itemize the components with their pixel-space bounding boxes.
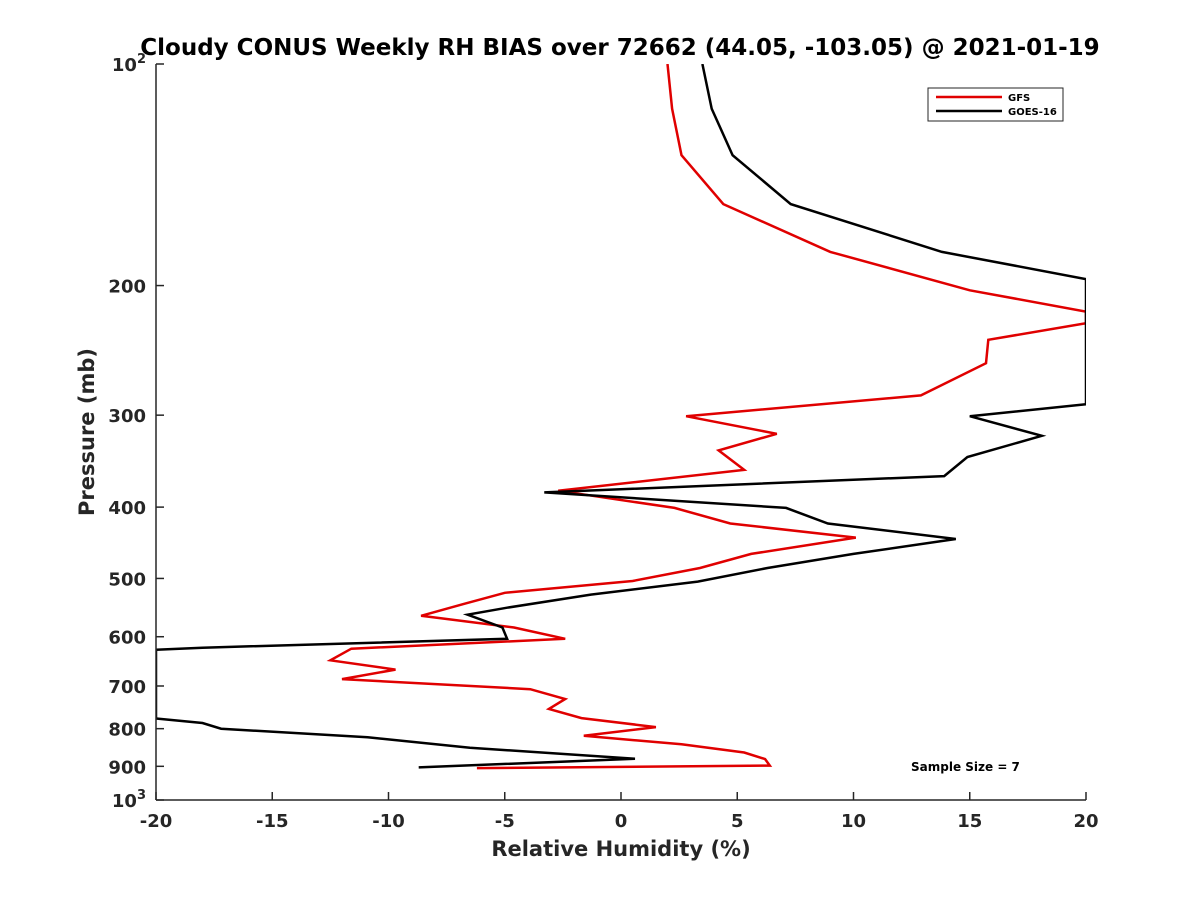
x-tick-label: 20 [1073,811,1098,832]
x-tick-label: 0 [615,811,628,832]
y-tick-label: 103 [112,788,146,812]
legend: GFS GOES-16 [927,87,1064,122]
x-tick-label: 10 [841,811,866,832]
y-tick-label: 300 [108,406,146,427]
legend-box [927,87,1064,122]
y-tick-label: 200 [108,277,146,298]
x-tick-label: 5 [731,811,744,832]
y-tick-label: 400 [108,498,146,519]
sample-size-annotation: Sample Size = 7 [911,760,1020,774]
y-tick-label: 600 [108,628,146,649]
y-tick-label: 102 [112,52,146,76]
x-tick-label: -10 [372,811,405,832]
series-layer [156,64,1086,770]
y-tick-label: 900 [108,757,146,778]
chart-title: Cloudy CONUS Weekly RH BIAS over 72662 (… [140,35,1099,61]
x-tick-label: -20 [140,811,173,832]
plot-area [156,64,1086,800]
plot-frame [156,64,1086,800]
y-axis-label: Pressure (mb) [75,348,99,516]
y-tick-label: 700 [108,677,146,698]
series-line-gfs [326,64,1086,770]
x-ticks: -20 -15 -10 -5 0 5 10 15 20 [140,792,1099,832]
y-tick-label: 800 [108,720,146,741]
x-tick-label: 15 [957,811,982,832]
x-tick-label: -5 [495,811,515,832]
x-axis-label: Relative Humidity (%) [491,837,750,861]
y-tick-label: 500 [108,569,146,590]
legend-label-goes16: GOES-16 [1008,107,1057,118]
x-tick-label: -15 [256,811,289,832]
series-line-goes16 [156,64,1086,769]
y-ticks: 102 200 300 400 500 600 700 800 900 103 [108,52,164,812]
legend-label-gfs: GFS [1008,93,1030,104]
